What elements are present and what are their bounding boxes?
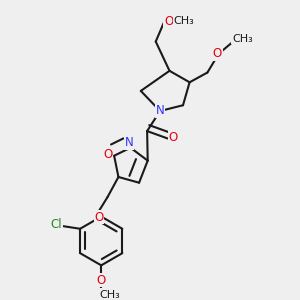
Text: O: O xyxy=(97,274,106,287)
Text: Cl: Cl xyxy=(50,218,62,231)
Text: O: O xyxy=(168,130,178,144)
Text: O: O xyxy=(103,148,112,161)
Text: O: O xyxy=(164,15,173,28)
Text: CH₃: CH₃ xyxy=(173,16,194,26)
Text: N: N xyxy=(125,136,134,149)
Text: CH₃: CH₃ xyxy=(232,34,253,44)
Text: O: O xyxy=(213,47,222,60)
Text: O: O xyxy=(94,211,104,224)
Text: CH₃: CH₃ xyxy=(100,290,120,300)
Text: N: N xyxy=(156,104,164,118)
